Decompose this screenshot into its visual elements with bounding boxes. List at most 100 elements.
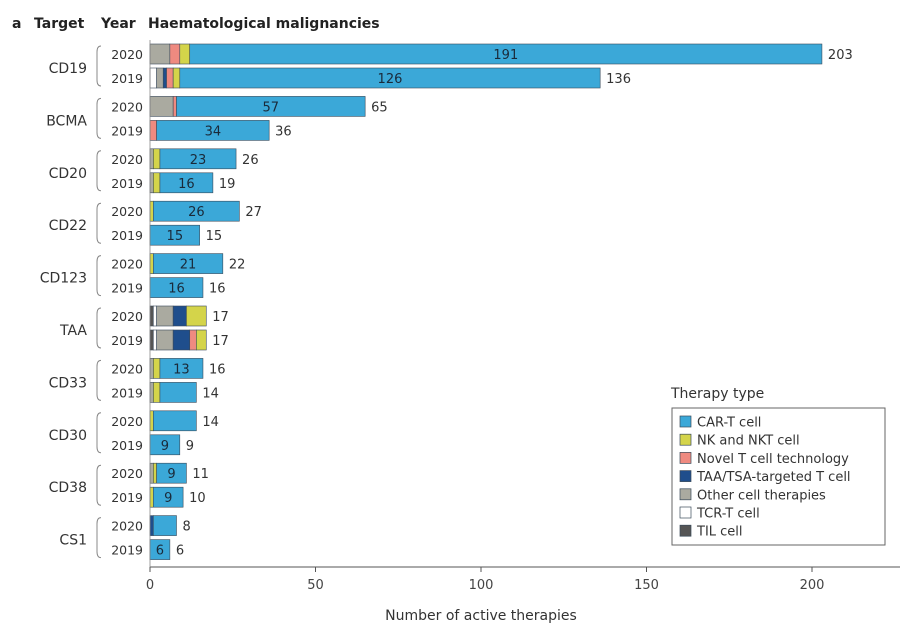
- segment-taa: [149, 515, 154, 536]
- segment-nk: [153, 172, 161, 194]
- segment-nk: [153, 148, 161, 170]
- legend-label-tcr: TCR-T cell: [696, 507, 760, 522]
- total-label: 36: [275, 124, 292, 139]
- segment-other: [149, 96, 174, 117]
- segment-nk: [186, 305, 207, 327]
- legend-label-cart: CAR-T cell: [697, 416, 761, 431]
- segment-cart: [179, 67, 601, 89]
- segment-nk: [179, 43, 191, 65]
- group-cd123: CD123 2020 21 22 2019 16 16: [40, 253, 245, 298]
- segment-novel: [166, 67, 174, 89]
- segment-cart: [153, 410, 197, 432]
- total-label: 203: [828, 48, 853, 63]
- segment-nk: [153, 358, 161, 379]
- total-label: 136: [606, 72, 631, 87]
- bar-cs1-2020: 2020 8: [111, 515, 191, 536]
- bar-cd19-2020: 2020 191 203: [111, 43, 853, 65]
- year-label: 2020: [111, 204, 143, 219]
- total-label: 17: [212, 310, 229, 325]
- bar-cd22-2019: 2019 15 15: [111, 224, 223, 246]
- year-label: 2020: [111, 152, 143, 167]
- cart-value-label: 13: [173, 362, 190, 377]
- segment-novel: [149, 120, 157, 141]
- bar-bcma-2020: 2020 57 65: [111, 96, 388, 117]
- legend-swatch-til: [679, 524, 692, 537]
- segment-other: [156, 305, 174, 327]
- group-brace: [96, 45, 102, 87]
- legend: Therapy type CAR-T cell NK and NKT cell Nov…: [670, 386, 886, 546]
- segment-nk: [149, 410, 154, 432]
- legend-label-other: Other cell therapies: [697, 488, 826, 503]
- target-label: TAA: [59, 323, 87, 339]
- segment-cart: [156, 462, 187, 484]
- total-label: 17: [212, 334, 229, 349]
- bar-cd123-2019: 2019 16 16: [111, 277, 226, 298]
- bar-cd33-2020: 2020 13 16: [111, 358, 226, 379]
- legend-swatch-cart: [679, 415, 692, 428]
- chart-header: a Target Year Haematological malignancie…: [12, 16, 380, 32]
- segment-taa: [172, 305, 187, 327]
- segment-nk: [149, 486, 154, 508]
- target-label: CD38: [49, 480, 87, 496]
- year-label: 2020: [111, 361, 143, 376]
- year-label: 2019: [111, 281, 143, 296]
- group-brace: [96, 202, 102, 244]
- segment-novel: [169, 43, 181, 65]
- total-label: 10: [189, 491, 206, 506]
- total-label: 11: [192, 467, 209, 482]
- group-brace: [96, 464, 102, 506]
- segment-nk: [153, 382, 161, 403]
- group-cs1: CS1 2020 8 2019 6 6: [59, 515, 191, 560]
- legend-swatch-nk: [679, 433, 692, 446]
- segment-novel: [172, 96, 177, 117]
- segment-taa: [162, 67, 167, 89]
- year-label: 2019: [111, 438, 143, 453]
- total-label: 14: [202, 386, 219, 401]
- target-label: CD30: [49, 428, 87, 444]
- bar-taa-2019: 2019 17: [111, 329, 229, 351]
- group-brace: [96, 97, 102, 139]
- group-taa: TAA 2020 17 2019 17: [59, 305, 229, 351]
- segment-other: [149, 382, 154, 403]
- legend-label-novel: Novel T cell technology: [697, 452, 849, 467]
- legend-box: [671, 407, 886, 546]
- segment-nk: [153, 462, 157, 484]
- cart-value-label: 9: [167, 467, 175, 482]
- segment-cart: [153, 253, 224, 274]
- legend-title: Therapy type: [670, 386, 764, 402]
- segment-tcr: [149, 67, 157, 89]
- segment-cart: [153, 515, 177, 536]
- legend-swatch-other: [679, 488, 692, 501]
- segment-novel: [189, 329, 197, 351]
- segment-til: [149, 305, 154, 327]
- legend-label-nk: NK and NKT cell: [697, 434, 800, 449]
- total-label: 15: [206, 229, 223, 244]
- segment-tcr: [153, 329, 157, 351]
- total-label: 9: [186, 439, 194, 454]
- segment-cart: [159, 172, 214, 194]
- total-label: 8: [182, 520, 190, 535]
- cart-value-label: 16: [168, 282, 185, 297]
- year-label: 2019: [111, 123, 143, 138]
- x-tick-label: 0: [146, 578, 154, 593]
- year-label: 2019: [111, 543, 143, 558]
- cart-value-label: 6: [156, 544, 164, 559]
- group-cd33: CD33 2020 13 16 2019 14: [49, 358, 226, 403]
- group-cd22: CD22 2020 26 27 2019 15 15: [49, 200, 262, 246]
- segment-other: [149, 43, 171, 65]
- segment-cart: [189, 43, 823, 65]
- total-label: 65: [371, 100, 388, 115]
- cart-value-label: 126: [378, 72, 403, 87]
- segment-tcr: [153, 305, 157, 327]
- bar-cd33-2019: 2019 14: [111, 382, 219, 403]
- bar-cs1-2019: 2019 6 6: [111, 539, 184, 560]
- group-cd38: CD38 2020 9 11 2019 9 10: [49, 462, 209, 508]
- bar-cd20-2020: 2020 23 26: [111, 148, 259, 170]
- bar-cd30-2019: 2019 9 9: [111, 434, 194, 456]
- x-axis: Number of active therapies 0 50 100 150 200: [146, 40, 900, 624]
- x-tick-label: 100: [469, 578, 494, 593]
- year-label: 2020: [111, 466, 143, 481]
- group-brace: [96, 359, 102, 401]
- target-label: CD20: [49, 166, 87, 182]
